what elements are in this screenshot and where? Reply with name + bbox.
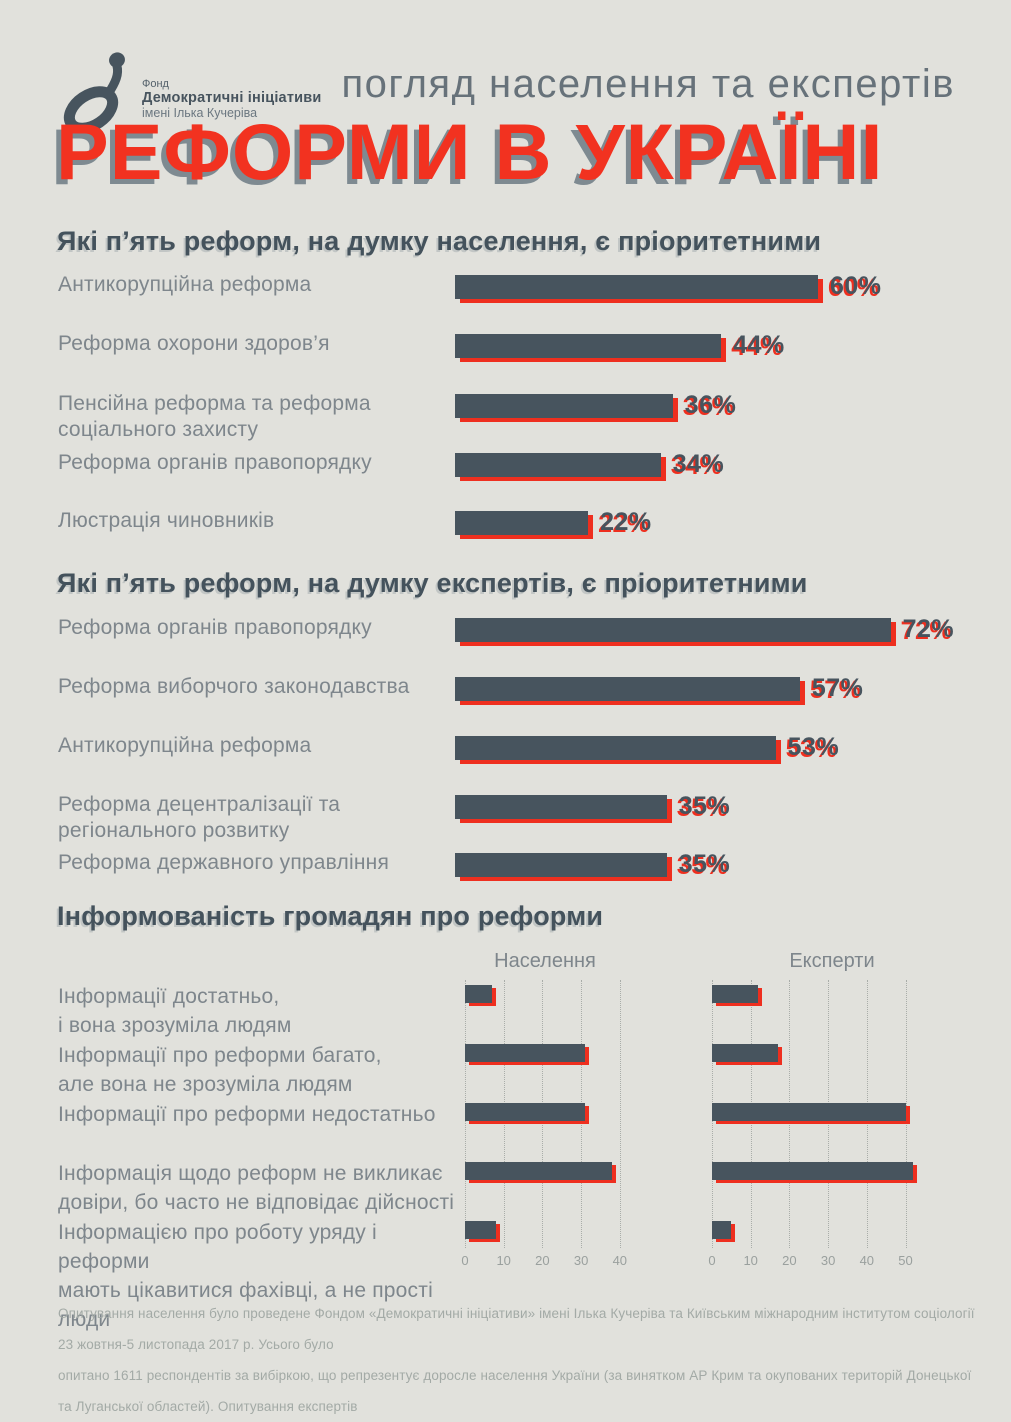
bar-row: 57% <box>455 674 863 703</box>
percent-label: 72% <box>902 615 955 643</box>
row-label: Реформа органів правопорядку <box>58 451 372 474</box>
axis-tick: 30 <box>820 1253 836 1268</box>
experts-column-header: Експерти <box>789 950 875 972</box>
bar-row: 53% <box>455 733 839 762</box>
bar <box>465 1221 496 1239</box>
bar-row: 35% <box>455 850 730 879</box>
row-label: Реформа органів правопорядку <box>58 616 372 639</box>
bar <box>455 274 818 299</box>
bar <box>465 985 493 1003</box>
row-label: Інформації про реформи недостатньо <box>58 1103 436 1126</box>
bar <box>455 452 661 477</box>
bar-row: 44% <box>455 331 785 360</box>
row-label: Інформація щодо реформ не викликає довір… <box>58 1162 455 1214</box>
gridline <box>619 980 621 1248</box>
bar <box>465 1103 585 1121</box>
axis-tick: 50 <box>898 1253 913 1268</box>
row-label: Реформа децентралізації та регіонального… <box>58 793 341 842</box>
methodology-line: Опитування населення було проведене Фонд… <box>58 1306 975 1352</box>
bar-row: 60% <box>455 272 882 301</box>
percent-label: 57% <box>811 674 864 702</box>
row-label: Інформацією про роботу уряду і реформи м… <box>58 1221 433 1331</box>
bar <box>455 852 667 877</box>
row-label: Пенсійна реформа та реформа соціального … <box>58 392 371 441</box>
expert-priorities-title: Які п’ять реформ, на думку експертів, є … <box>57 568 808 598</box>
axis-tick: 10 <box>496 1253 511 1268</box>
row-label: Люстрація чиновників <box>58 509 275 532</box>
logo-fund-word: Фонд <box>142 78 169 90</box>
bar <box>712 1221 732 1239</box>
percent-label: 44% <box>733 331 785 359</box>
axis-tick: 10 <box>743 1253 758 1268</box>
logo-org-name: Демократичні ініціативи <box>142 90 322 106</box>
row-label: Антикорупційна реформа <box>58 273 312 296</box>
axis-tick: 0 <box>708 1253 716 1268</box>
axis-tick: 30 <box>573 1253 589 1268</box>
informedness-title: Інформованість громадян про реформи <box>57 901 604 931</box>
logo-org-subname: імені Ілька Кучеріва <box>142 106 258 120</box>
bar <box>712 1103 906 1121</box>
axis-tick: 40 <box>859 1253 875 1268</box>
bar-row: 34% <box>455 450 724 479</box>
percent-label: 36% <box>684 391 737 419</box>
bar-row: 72% <box>455 615 954 644</box>
bar <box>455 794 667 819</box>
bar <box>455 510 589 535</box>
row-label: Реформа охорони здоров’я <box>58 332 330 355</box>
bar <box>712 1162 914 1180</box>
population-priorities-title: Які п’ять реформ, на думку населення, є … <box>57 226 822 256</box>
population-mini-chart: 0 10 20 30 40 <box>461 976 675 1276</box>
experts-mini-chart: 0 10 20 30 40 50 <box>708 976 962 1276</box>
percent-label: 22% <box>600 508 652 536</box>
bar <box>712 985 759 1003</box>
row-label: Інформації про реформи багато, але вона … <box>58 1044 382 1096</box>
bar <box>455 333 722 358</box>
percent-label: 60% <box>830 272 882 300</box>
percent-label: 35% <box>678 792 731 820</box>
bar <box>465 1162 613 1180</box>
gridline <box>905 980 907 1248</box>
axis-tick: 40 <box>612 1253 628 1268</box>
population-column-header: Населення <box>494 950 596 972</box>
row-label: Реформа виборчого законодавства <box>58 675 410 698</box>
dif-foundation-logo-icon <box>63 52 125 134</box>
methodology-note: Опитування населення було проведене Фонд… <box>58 1298 986 1422</box>
page-title: РЕФОРМИ В УКРАЇНІ <box>56 107 884 196</box>
logo: Фонд Демократичні ініціативи імені Ілька… <box>58 50 321 142</box>
bar <box>455 393 673 418</box>
bar <box>455 617 891 642</box>
axis-tick: 20 <box>535 1253 550 1268</box>
row-label: Інформації достатньо, і вона зрозуміла л… <box>58 985 292 1037</box>
logo-text: Фонд Демократичні ініціативи імені Ілька… <box>142 50 321 142</box>
percent-label: 35% <box>678 850 731 878</box>
methodology-line: опитано 1611 респондентів за вибіркою, щ… <box>58 1368 972 1414</box>
percent-label: 53% <box>787 733 840 761</box>
axis-tick: 20 <box>782 1253 797 1268</box>
bar <box>465 1044 585 1062</box>
bar <box>455 735 776 760</box>
row-label: Антикорупційна реформа <box>58 734 312 757</box>
percent-label: 34% <box>672 450 725 478</box>
bar <box>455 676 800 701</box>
axis-tick: 0 <box>461 1253 469 1268</box>
bar <box>712 1044 778 1062</box>
page-subtitle: погляд населення та експертів <box>341 62 955 106</box>
row-label: Реформа державного управління <box>58 851 390 874</box>
bar-row: 22% <box>455 508 652 537</box>
bar-row: 35% <box>455 792 730 821</box>
bar-row: 36% <box>455 391 736 420</box>
